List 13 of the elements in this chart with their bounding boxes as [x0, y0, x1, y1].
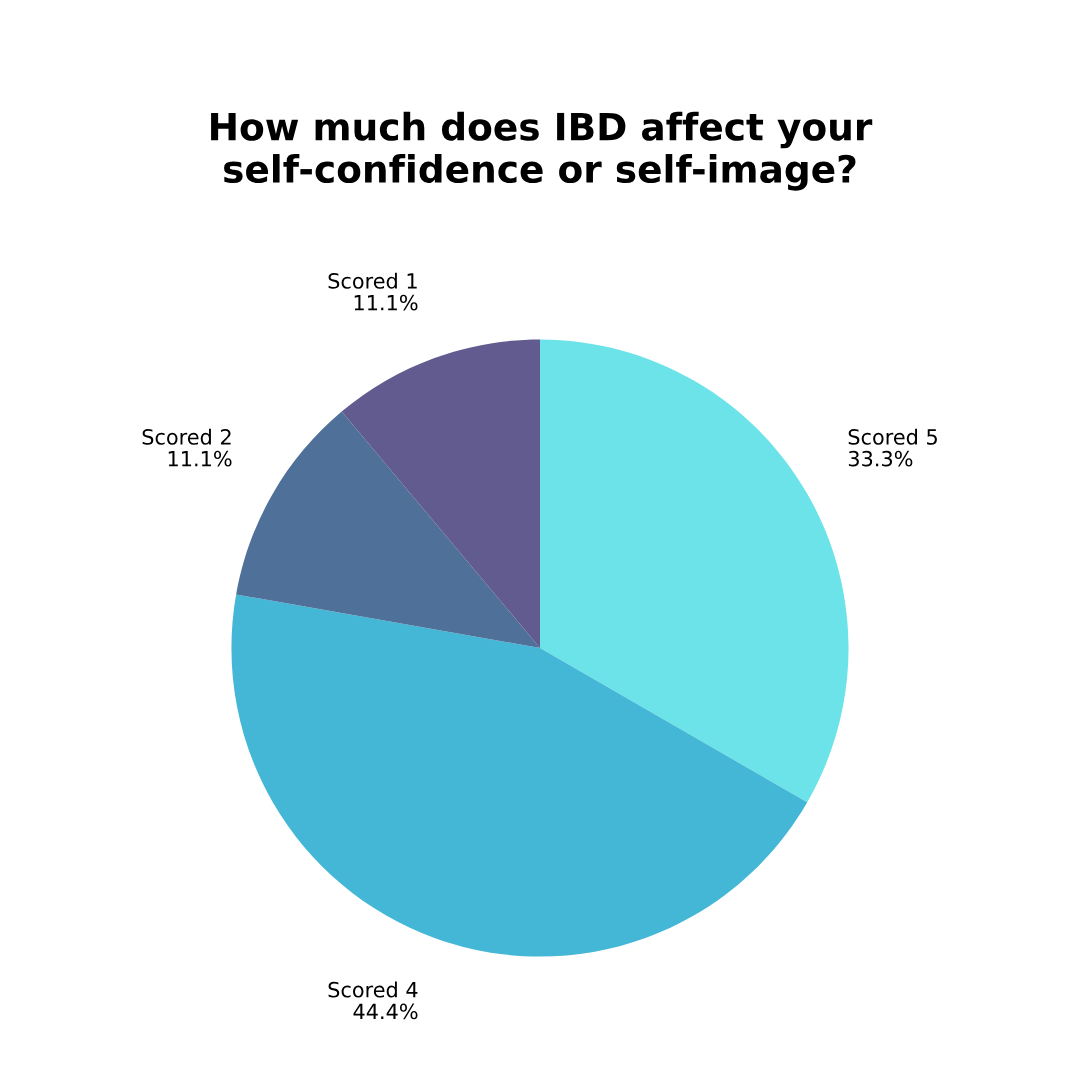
pie-slice — [341, 339, 540, 648]
pie-slice — [236, 411, 540, 648]
pie-slice — [231, 594, 808, 957]
data-label: 11.1% — [354, 294, 418, 311]
data-label: 11.1% — [168, 450, 232, 467]
slice-label: Scored 1 — [328, 272, 417, 289]
slice-label: Scored 5 — [848, 428, 937, 445]
chart-title: How much does IBD affect your self-confidence or self-image? — [211, 111, 873, 191]
data-label: 33.3% — [848, 450, 913, 467]
data-label: 44.4% — [353, 1003, 418, 1020]
slice-label: Scored 4 — [328, 981, 418, 998]
slice-label: Scored 2 — [142, 428, 231, 445]
pie-slice — [540, 339, 849, 803]
